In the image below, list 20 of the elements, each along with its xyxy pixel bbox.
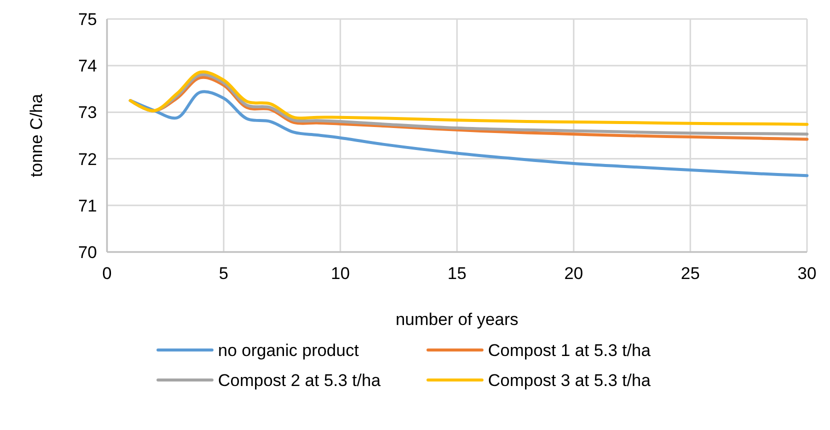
x-tick-label: 20 xyxy=(564,264,584,283)
x-tick-label: 30 xyxy=(798,264,816,283)
line-series xyxy=(128,70,808,126)
x-tick-label: 5 xyxy=(218,264,228,283)
x-tick-label: 25 xyxy=(680,264,700,283)
y-tick-label: 71 xyxy=(78,196,97,216)
y-tick-label: 75 xyxy=(78,10,97,29)
x-tick-label: 0 xyxy=(102,264,112,283)
x-axis-title: number of years xyxy=(396,310,518,329)
y-tick-label: 72 xyxy=(78,150,97,169)
legend-label: Compost 3 at 5.3 t/ha xyxy=(488,370,652,390)
legend-label: Compost 2 at 5.3 t/ha xyxy=(218,370,382,390)
legend-label: Compost 1 at 5.3 t/ha xyxy=(488,340,652,360)
y-tick-label: 73 xyxy=(78,103,97,122)
legend-label: no organic product xyxy=(218,340,360,360)
x-tick-label: 15 xyxy=(448,264,466,283)
y-axis-title: tonne C/ha xyxy=(27,93,46,178)
x-tick-label: 10 xyxy=(330,264,350,283)
y-tick-label: 74 xyxy=(78,56,97,76)
y-tick-label: 70 xyxy=(78,242,97,262)
